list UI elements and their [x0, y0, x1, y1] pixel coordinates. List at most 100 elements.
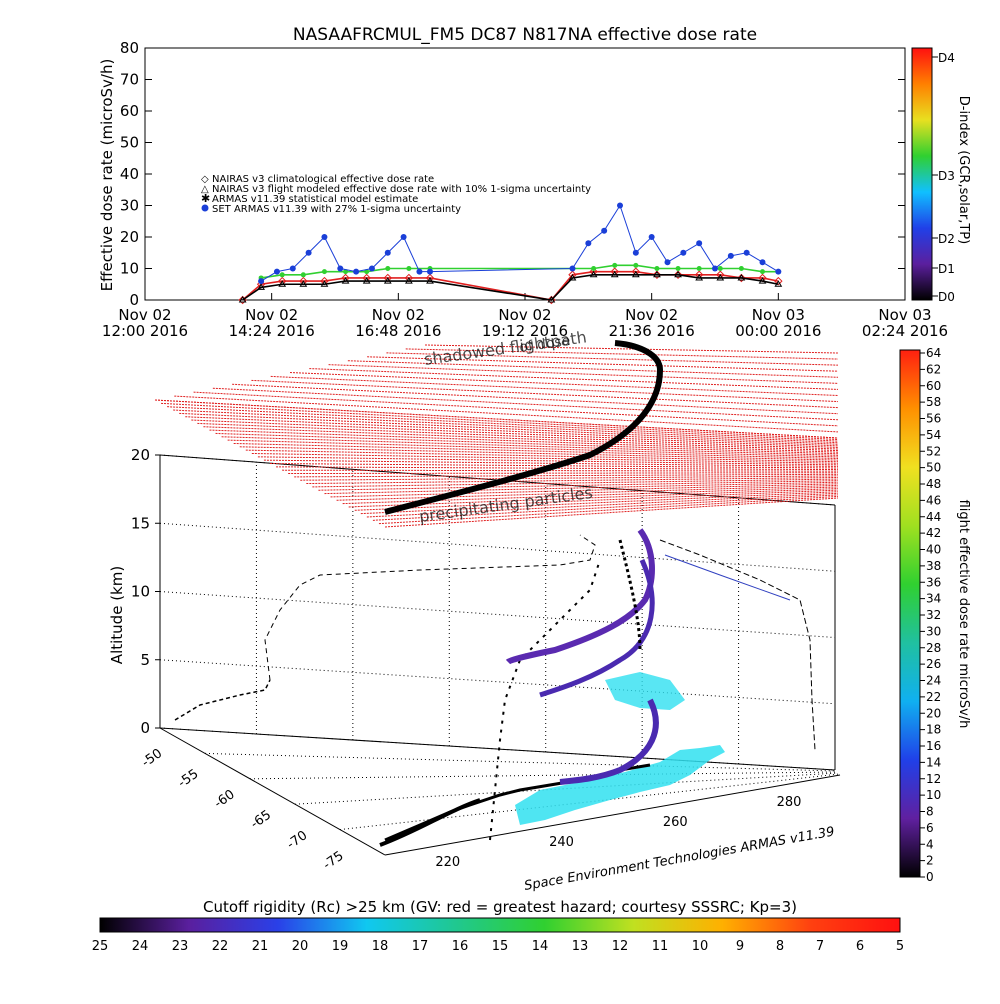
cutoff-rigidity-line — [324, 481, 839, 495]
cutoff-rigidity-line — [257, 456, 839, 466]
cutoff-rigidity-line — [318, 480, 839, 491]
top-point-circle — [258, 278, 265, 285]
latitude-tick-label: -60 — [212, 787, 238, 811]
legend-symbol-star: ✱ — [201, 192, 210, 205]
cutoff-rigidity-line-upper — [154, 399, 839, 439]
top-point-diamond — [774, 276, 783, 286]
top-point-star — [760, 269, 765, 275]
cutoff-rigidity-tick-label: 6 — [856, 939, 864, 954]
top-point-triangle — [426, 277, 434, 284]
dose-tick-label: 48 — [926, 477, 941, 491]
floor-left-edge — [159, 727, 386, 856]
top-x-tick-label-line2: 16:48 2016 — [355, 322, 441, 340]
top-y-tick-label: 70 — [120, 71, 139, 89]
latitude-tick-label: -55 — [175, 767, 201, 791]
legend-entry-set-armas: SET ARMAS v11.39 with 27% 1-sigma uncert… — [212, 204, 461, 215]
cutoff-rigidity-line — [197, 422, 839, 450]
dose-tick-label: 24 — [926, 674, 941, 688]
dose-tick-label: 32 — [926, 608, 941, 622]
altitude-tick-label: 5 — [140, 651, 150, 669]
cutoff-rigidity-line — [239, 446, 839, 461]
floor-gridline — [204, 752, 837, 772]
flight-path — [379, 340, 664, 847]
top-x-tick-label-line2: 21:36 2016 — [609, 322, 695, 340]
top-point-triangle — [278, 280, 287, 287]
top-point-star — [591, 266, 597, 271]
cutoff-rigidity-tick-label: 5 — [896, 939, 904, 954]
cutoff-rigidity-line — [372, 494, 839, 521]
dose-tick-label: 60 — [926, 379, 941, 393]
top-x-tick-label-line2: 00:00 2016 — [735, 322, 821, 340]
top-point-circle — [400, 234, 407, 240]
cutoff-rigidity-line — [336, 484, 839, 501]
dose-tick-label: 34 — [926, 592, 941, 606]
top-x-tick-label-line1: Nov 02 — [498, 306, 551, 324]
dose-tick-label: 38 — [926, 559, 941, 573]
dose-colorbar-label: flight effective dose rate microSv/h — [956, 500, 971, 729]
top-point-circle — [273, 268, 280, 275]
longitude-ticks: 220 240 260 280 — [435, 795, 801, 870]
latitude-tick-label: -70 — [284, 828, 310, 852]
d-index-tick-label: D2 — [938, 232, 955, 246]
top-point-diamond — [568, 270, 577, 280]
top-point-diamond — [383, 273, 393, 283]
cutoff-rigidity-line — [227, 439, 839, 458]
top-point-diamond — [425, 273, 435, 283]
top-point-circle — [289, 265, 296, 272]
cutoff-rigidity-line-upper — [405, 348, 839, 360]
cutoff-rigidity-line — [245, 449, 839, 463]
cutoff-rigidity-tick-label: 14 — [532, 939, 549, 954]
cutoff-rigidity-line — [330, 483, 839, 498]
cutoff-rigidity-line — [306, 476, 839, 485]
longitude-tick-label: 240 — [549, 835, 574, 850]
top-y-tick-label: 50 — [120, 134, 139, 152]
ground-cyan-patch-upper — [605, 672, 685, 710]
cutoff-rigidity-line — [300, 475, 839, 481]
flight-path-top-arc — [384, 340, 664, 515]
cutoff-rigidity-line — [167, 406, 839, 442]
top-series-line — [260, 204, 779, 282]
dose-ticks: 0246810121416182022242628303234363840424… — [920, 346, 941, 884]
top-point-circle — [384, 249, 391, 256]
top-x-tick-label-line1: Nov 02 — [118, 306, 171, 324]
cutoff-rigidity-line — [185, 416, 839, 447]
top-point-circle — [617, 202, 623, 209]
top-point-triangle — [695, 273, 704, 281]
cutoff-rigidity-tick-label: 18 — [372, 939, 389, 954]
cutoff-rigidity-line — [179, 412, 839, 445]
d-index-tick-label: D0 — [938, 290, 955, 304]
top-point-triangle — [674, 270, 682, 278]
flight-path-purple-a — [505, 528, 655, 665]
top-point-circle — [632, 249, 639, 256]
top-point-star — [321, 269, 327, 275]
floor-back-edge — [159, 727, 836, 771]
cutoff-rigidity-tick-label: 16 — [452, 939, 469, 954]
dose-tick-label: 10 — [926, 788, 941, 802]
dose-tick-label: 58 — [926, 395, 941, 409]
top-x-tick-label-line2: 19:12 2016 — [482, 322, 568, 340]
top-point-star — [738, 266, 744, 271]
flight-path-purple-c — [559, 698, 659, 785]
top-point-star — [654, 266, 660, 271]
top-point-diamond — [694, 270, 704, 280]
projection-dashed-center — [489, 559, 601, 841]
top-point-circle — [743, 249, 750, 256]
top-x-tick-label-line2: 14:24 2016 — [229, 322, 315, 340]
top-y-tick-label: 80 — [120, 39, 139, 57]
top-point-star — [717, 266, 723, 271]
dose-tick-label: 20 — [926, 706, 941, 720]
cutoff-rigidity-tick-label: 17 — [412, 939, 429, 954]
cutoff-rigidity-tick-label: 9 — [736, 939, 744, 954]
top-y-ticks: 0 10 20 30 40 50 60 70 80 — [120, 39, 905, 309]
top-point-circle — [601, 227, 608, 234]
back-wall-gridline — [159, 454, 836, 506]
floor-front-edge — [384, 774, 841, 856]
top-y-tick-label: 10 — [120, 260, 139, 278]
cutoff-rigidity-line-upper — [309, 368, 839, 390]
cutoff-rigidity-line — [360, 491, 839, 515]
top-point-circle — [648, 234, 655, 240]
cutoff-rigidity-line-upper — [212, 387, 839, 421]
dose-tick-label: 8 — [926, 805, 934, 819]
cutoff-rigidity-line-upper — [328, 364, 839, 384]
top-point-star — [385, 266, 391, 271]
